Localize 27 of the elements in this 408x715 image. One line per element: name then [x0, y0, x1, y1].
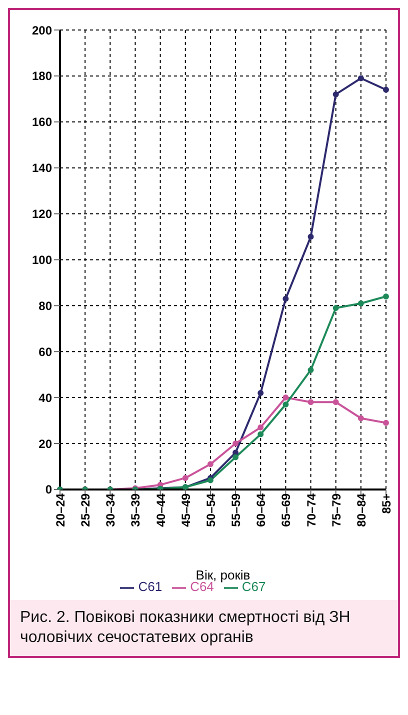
x-tick-label: 30–34: [104, 493, 118, 527]
legend-label: C61: [138, 579, 162, 594]
x-tick-label: 75–79: [329, 493, 344, 527]
x-tick-label: 85+: [380, 493, 394, 514]
y-tick-label: 80: [38, 298, 52, 313]
y-tick-label: 20: [38, 436, 52, 451]
x-tick-label: 45–49: [178, 493, 193, 527]
x-tick-label: 55–59: [229, 493, 244, 527]
y-tick-label: 160: [32, 115, 52, 130]
y-tick-label: 40: [38, 390, 52, 405]
x-tick-label: 70–74: [304, 493, 318, 527]
y-tick-label: 120: [32, 207, 52, 222]
x-tick-label: 25–29: [78, 493, 93, 527]
y-tick-label: 200: [32, 23, 52, 38]
y-tick-label: 100: [32, 252, 52, 267]
x-tick-label: 50–54: [204, 493, 218, 527]
x-tick-label: 20–24: [54, 493, 68, 527]
x-tick-label: 60–64: [254, 493, 268, 527]
text: Рис. 2. Повікові показники смертності від ЗН чоловічих сечостатевих органів: [10, 600, 398, 656]
x-tick-label: 35–39: [128, 493, 143, 527]
x-tick-label: 40–44: [154, 493, 168, 527]
x-tick-label: 65–69: [279, 493, 294, 527]
y-tick-label: 180: [32, 69, 52, 84]
y-tick-label: 0: [45, 482, 52, 497]
y-tick-label: 140: [32, 161, 52, 176]
x-tick-label: 80–84: [354, 493, 368, 527]
y-tick-label: 60: [38, 344, 52, 359]
